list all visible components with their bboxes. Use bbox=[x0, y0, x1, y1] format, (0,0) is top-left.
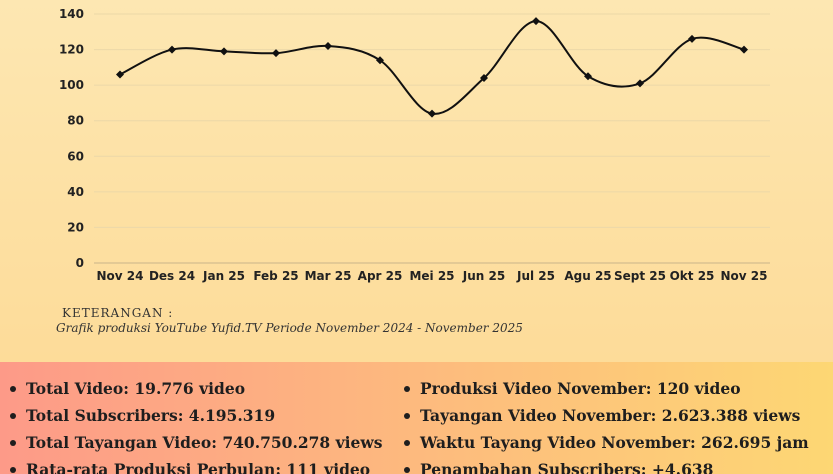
x-tick-label: Jan 25 bbox=[202, 269, 245, 283]
y-tick-label: 20 bbox=[67, 220, 84, 234]
stat-subscriber-gain: Penambahan Subscribers: +4.638 bbox=[402, 456, 809, 474]
bullet-icon bbox=[404, 467, 410, 473]
y-axis-ticks: 0 20 40 60 80 100 120 140 bbox=[59, 7, 84, 270]
bullet-icon bbox=[10, 467, 16, 473]
gridlines bbox=[94, 13, 770, 264]
stats-panel: Total Video: 19.776 video Total Subscrib… bbox=[0, 362, 833, 474]
x-axis-ticks: Nov 24 Des 24 Jan 25 Feb 25 Mar 25 Apr 25 Mei … bbox=[97, 269, 768, 283]
x-tick-label: Mar 25 bbox=[305, 269, 352, 283]
data-point-marker bbox=[428, 109, 436, 118]
data-point-marker bbox=[636, 79, 644, 88]
x-tick-label: Jul 25 bbox=[516, 269, 555, 283]
data-point-marker bbox=[376, 56, 384, 65]
data-point-marker bbox=[584, 72, 592, 81]
series-line bbox=[119, 20, 745, 115]
x-tick-label: Sept 25 bbox=[614, 269, 666, 283]
bullet-icon bbox=[10, 386, 16, 392]
stat-november-watch-time: Waktu Tayang Video November: 262.695 jam bbox=[402, 429, 809, 456]
data-point-marker bbox=[220, 47, 228, 56]
x-tick-label: Nov 24 bbox=[97, 269, 144, 283]
data-point-marker bbox=[116, 70, 124, 79]
y-tick-label: 120 bbox=[59, 43, 84, 57]
x-tick-label: Feb 25 bbox=[253, 269, 298, 283]
chart-caption: Grafik produksi YouTube Yufid.TV Periode… bbox=[56, 321, 523, 335]
production-line-chart: 0 20 40 60 80 100 120 140 Nov 24 Des 24 Jan 25 Feb… bbox=[59, 7, 770, 283]
stat-total-subscribers: Total Subscribers: 4.195.319 bbox=[8, 402, 382, 429]
data-markers bbox=[116, 17, 748, 118]
data-point-marker bbox=[324, 42, 332, 51]
x-tick-label: Des 24 bbox=[149, 269, 195, 283]
y-tick-label: 100 bbox=[59, 78, 84, 92]
data-point-marker bbox=[168, 45, 176, 54]
bullet-icon bbox=[404, 413, 410, 419]
y-tick-label: 40 bbox=[67, 185, 84, 199]
data-point-marker bbox=[688, 34, 696, 43]
x-tick-label: Nov 25 bbox=[721, 269, 768, 283]
data-point-marker bbox=[480, 74, 488, 83]
data-point-marker bbox=[272, 49, 280, 58]
bullet-icon bbox=[10, 413, 16, 419]
y-tick-label: 140 bbox=[59, 7, 84, 21]
data-point-marker bbox=[740, 45, 748, 54]
x-tick-label: Jun 25 bbox=[462, 269, 505, 283]
note-heading: KETERANGAN : bbox=[62, 306, 174, 320]
stats-right-list: Produksi Video November: 120 video Tayan… bbox=[402, 375, 809, 474]
data-point-marker bbox=[532, 17, 540, 26]
y-tick-label: 80 bbox=[67, 114, 84, 128]
bullet-icon bbox=[404, 440, 410, 446]
y-tick-label: 60 bbox=[67, 149, 84, 163]
stat-total-views: Total Tayangan Video: 740.750.278 views bbox=[8, 429, 382, 456]
x-tick-label: Okt 25 bbox=[670, 269, 715, 283]
x-tick-label: Apr 25 bbox=[358, 269, 403, 283]
stat-november-views: Tayangan Video November: 2.623.388 views bbox=[402, 402, 809, 429]
y-tick-label: 0 bbox=[76, 256, 84, 270]
x-tick-label: Agu 25 bbox=[564, 269, 611, 283]
stats-left-list: Total Video: 19.776 video Total Subscrib… bbox=[8, 375, 382, 474]
stat-avg-production: Rata-rata Produksi Perbulan: 111 video bbox=[8, 456, 382, 474]
stat-november-production: Produksi Video November: 120 video bbox=[402, 375, 809, 402]
bullet-icon bbox=[10, 440, 16, 446]
bullet-icon bbox=[404, 386, 410, 392]
x-tick-label: Mei 25 bbox=[409, 269, 454, 283]
stat-total-video: Total Video: 19.776 video bbox=[8, 375, 382, 402]
